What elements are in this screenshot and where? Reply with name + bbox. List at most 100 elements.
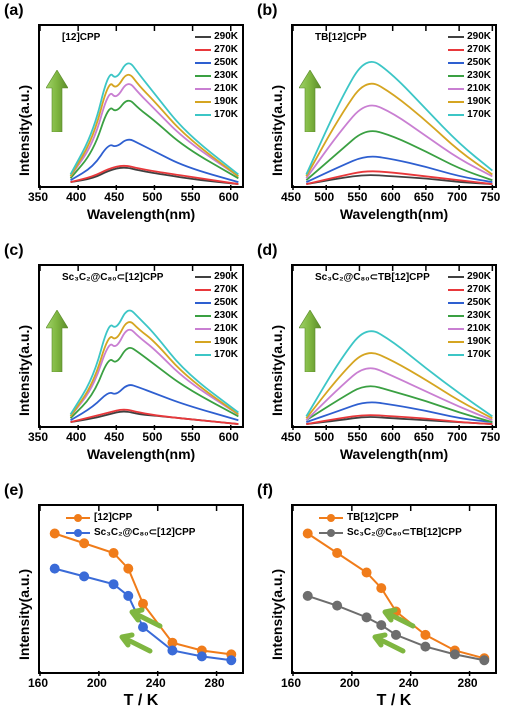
legend-label: 250K: [214, 297, 238, 308]
panel-f-label: (f): [257, 482, 273, 500]
legend-row: 170K: [448, 108, 491, 121]
panel-b-label: (b): [257, 2, 277, 20]
legend-label: 170K: [467, 109, 491, 120]
legend-swatch: [448, 289, 464, 291]
legend-marker: [319, 517, 343, 519]
legend-label: 290K: [214, 31, 238, 42]
legend-label: 270K: [214, 284, 238, 295]
xtick-label: 350: [28, 190, 48, 204]
legend-label: 230K: [214, 70, 238, 81]
legend-label: 250K: [467, 297, 491, 308]
legend-label: [12]CPP: [94, 512, 132, 523]
legend-swatch: [195, 315, 211, 317]
panel-a: (a) [12]CPP 290K270K250K230K210K190K170K…: [0, 0, 253, 240]
legend-swatch: [195, 101, 211, 103]
legend-label: 270K: [467, 284, 491, 295]
legend-row: 290K: [195, 30, 238, 43]
panel-b-ylabel: Intensity(a.u.): [269, 85, 285, 176]
legend-swatch: [448, 354, 464, 356]
legend-swatch: [195, 88, 211, 90]
panel-c-label: (c): [4, 242, 24, 260]
panel-c-xticks: 350400450500550600: [38, 430, 244, 444]
legend-swatch: [448, 328, 464, 330]
up-arrow-icon: [46, 310, 68, 372]
panel-d: (d) Sc₃C₂@C₈₀⊂TB[12]CPP 290K270K250K230K…: [253, 240, 506, 480]
panel-f-legend: TB[12]CPP Sc₃C₂@C₈₀⊂TB[12]CPP: [319, 510, 462, 540]
xtick-label: 700: [447, 430, 467, 444]
legend-row: 290K: [195, 270, 238, 283]
xtick-label: 350: [28, 430, 48, 444]
panel-f-plot: TB[12]CPP Sc₃C₂@C₈₀⊂TB[12]CPP: [291, 504, 497, 674]
legend-swatch: [448, 75, 464, 77]
legend-label: 190K: [467, 336, 491, 347]
legend-label: 270K: [214, 44, 238, 55]
panel-c-plot: Sc₃C₂@C₈₀⊂[12]CPP 290K270K250K230K210K19…: [38, 264, 244, 428]
panel-e-xticks: 160200240280: [38, 676, 244, 690]
legend-label: 210K: [214, 323, 238, 334]
panel-a-legend: 290K270K250K230K210K190K170K: [195, 30, 238, 121]
legend-label: TB[12]CPP: [347, 512, 399, 523]
panel-e-xlabel: T / K: [38, 692, 244, 710]
legend-label: 190K: [214, 336, 238, 347]
legend-row: 190K: [448, 95, 491, 108]
xtick-label: 400: [66, 430, 86, 444]
xtick-label: 750: [480, 430, 500, 444]
panel-c-legend: 290K270K250K230K210K190K170K: [195, 270, 238, 361]
panel-e-label: (e): [4, 482, 24, 500]
legend-row: 290K: [448, 30, 491, 43]
legend-row: 250K: [195, 296, 238, 309]
panel-f-ylabel: Intensity(a.u.): [269, 569, 285, 660]
legend-swatch: [448, 62, 464, 64]
legend-label: 290K: [467, 31, 491, 42]
xtick-label: 600: [219, 190, 239, 204]
panel-d-xticks: 450500550600650700750: [291, 430, 497, 444]
legend-swatch: [195, 302, 211, 304]
legend-swatch: [448, 49, 464, 51]
panel-c-title: Sc₃C₂@C₈₀⊂[12]CPP: [62, 272, 163, 283]
legend-row: 190K: [195, 95, 238, 108]
legend-label: 170K: [467, 349, 491, 360]
legend-label: 210K: [467, 83, 491, 94]
panel-c-xlabel: Wavelength(nm): [38, 446, 244, 462]
legend-row: 230K: [195, 69, 238, 82]
legend-row: 250K: [448, 296, 491, 309]
legend-row: 250K: [448, 56, 491, 69]
legend-row: 170K: [195, 348, 238, 361]
panel-d-title: Sc₃C₂@C₈₀⊂TB[12]CPP: [315, 272, 430, 283]
panel-b-plot: TB[12]CPP 290K270K250K230K210K190K170K: [291, 24, 497, 188]
panel-b: (b) TB[12]CPP 290K270K250K230K210K190K17…: [253, 0, 506, 240]
xtick-label: 280: [205, 676, 225, 690]
xtick-label: 160: [281, 676, 301, 690]
xtick-label: 600: [219, 430, 239, 444]
xtick-label: 240: [399, 676, 419, 690]
panel-a-ylabel: Intensity(a.u.): [16, 85, 32, 176]
legend-swatch: [448, 315, 464, 317]
xtick-label: 160: [28, 676, 48, 690]
xtick-label: 500: [142, 430, 162, 444]
panel-a-label: (a): [4, 2, 24, 20]
legend-row: 170K: [448, 348, 491, 361]
xtick-label: 650: [414, 430, 434, 444]
legend-row: 230K: [448, 69, 491, 82]
legend-row: 270K: [448, 43, 491, 56]
legend-row: Sc₃C₂@C₈₀⊂[12]CPP: [66, 525, 195, 540]
legend-row: 250K: [195, 56, 238, 69]
xtick-label: 200: [87, 676, 107, 690]
legend-swatch: [195, 328, 211, 330]
xtick-label: 450: [281, 430, 301, 444]
legend-swatch: [195, 354, 211, 356]
legend-swatch: [195, 341, 211, 343]
legend-row: Sc₃C₂@C₈₀⊂TB[12]CPP: [319, 525, 462, 540]
legend-label: 190K: [214, 96, 238, 107]
legend-swatch: [195, 114, 211, 116]
legend-row: 190K: [195, 335, 238, 348]
legend-swatch: [195, 289, 211, 291]
legend-row: 190K: [448, 335, 491, 348]
legend-row: 270K: [448, 283, 491, 296]
legend-swatch: [448, 341, 464, 343]
xtick-label: 450: [104, 430, 124, 444]
xtick-label: 500: [314, 190, 334, 204]
legend-marker: [66, 532, 90, 534]
legend-label: 210K: [467, 323, 491, 334]
legend-label: 290K: [214, 271, 238, 282]
